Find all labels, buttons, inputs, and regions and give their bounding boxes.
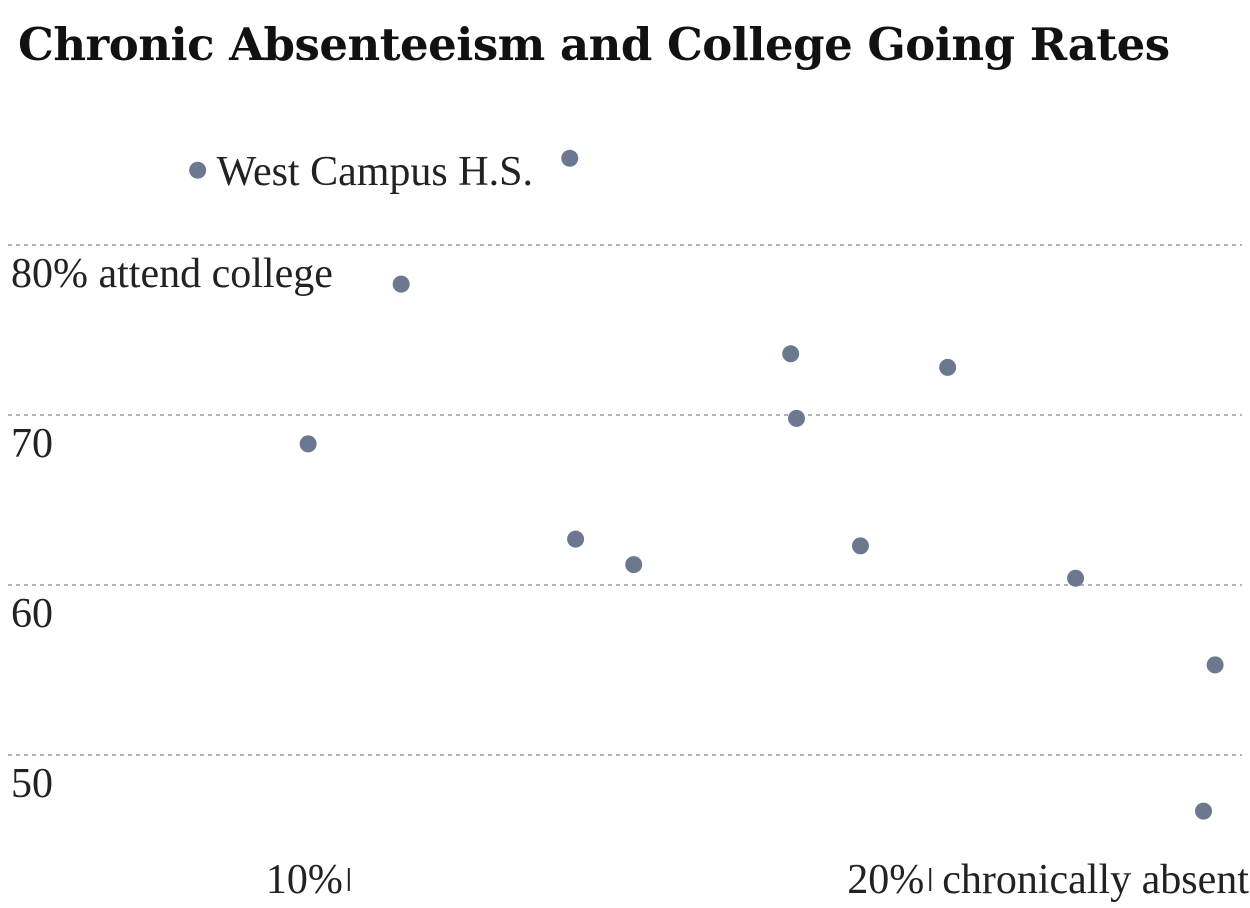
y-tick-label: 70: [11, 421, 53, 467]
chart-title: Chronic Absenteeism and College Going Ra…: [18, 18, 1170, 71]
annotations: West Campus H.S.: [217, 149, 533, 195]
data-point: [189, 161, 207, 179]
data-point: [939, 358, 957, 376]
y-tick-label: 80% attend college: [11, 251, 333, 297]
data-point: [392, 275, 410, 293]
x-axis-labels: 10% 20% chronically absent: [266, 857, 1249, 903]
data-point: [788, 409, 806, 427]
data-point: [561, 149, 579, 167]
data-point: [1194, 802, 1212, 820]
data-point: [1206, 656, 1224, 674]
x-axis-label: chronically absent: [942, 857, 1249, 903]
data-point: [625, 556, 643, 574]
data-point: [567, 530, 585, 548]
data-point: [851, 537, 869, 555]
data-points: [189, 149, 1224, 820]
data-point: [1067, 569, 1085, 587]
y-axis-labels: 80% attend college 70 60 50: [11, 251, 333, 807]
point-annotation: West Campus H.S.: [217, 149, 533, 195]
data-point: [299, 435, 317, 453]
data-point: [782, 345, 800, 363]
gridlines: [8, 244, 1242, 756]
x-tick-label: 10%: [266, 857, 343, 903]
y-tick-label: 50: [11, 761, 53, 807]
x-tick-label: 20%: [847, 857, 924, 903]
y-tick-label: 60: [11, 591, 53, 637]
